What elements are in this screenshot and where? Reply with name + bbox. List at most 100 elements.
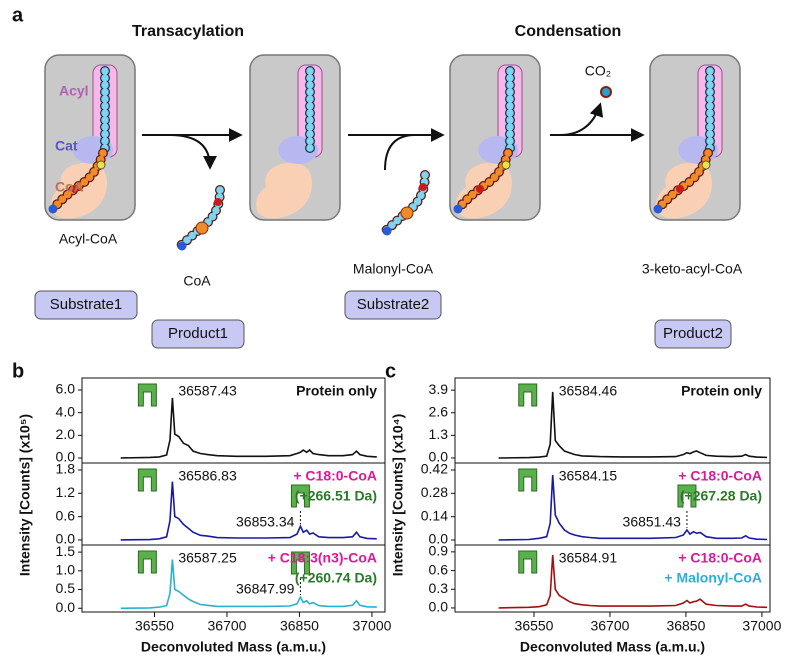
arrow — [169, 134, 217, 170]
enzyme-state — [249, 54, 341, 221]
y-tick-label: 0.0 — [56, 599, 76, 615]
peak-label: 36587.43 — [178, 383, 237, 399]
peak-label: 36847.99 — [236, 581, 295, 597]
spectrum — [120, 559, 377, 610]
y-tick-label: 4.0 — [56, 403, 76, 419]
annotation: + C18:0-CoA — [678, 550, 762, 566]
step-title: Condensation — [515, 23, 622, 40]
y-tick-label: 1.0 — [56, 562, 76, 578]
protein-icon — [137, 383, 157, 407]
panel-label: c — [385, 360, 396, 382]
y-tick-label: 0.0 — [429, 599, 449, 615]
annotation: + C18:3(n3)-CoA — [268, 550, 377, 566]
y-tick-label: 2.6 — [429, 403, 449, 419]
peak-label: 36584.46 — [559, 383, 618, 399]
x-tick-label: 36850 — [280, 618, 319, 634]
y-tick-label: 6.0 — [56, 381, 76, 397]
spectrum — [498, 474, 768, 541]
molecule-label: CoA — [183, 273, 211, 289]
y-tick-label: 3.9 — [429, 381, 449, 397]
annotation: (+266.51 Da) — [295, 488, 377, 504]
y-tick-label: 0.9 — [429, 543, 449, 559]
y-tick-label: 1.8 — [56, 461, 76, 477]
y-tick-label: 1.2 — [56, 484, 76, 500]
protein-icon — [137, 550, 157, 574]
annotation: Protein only — [296, 383, 377, 399]
step-title: Transacylation — [132, 23, 244, 40]
molecule-label: 3-keto-acyl-CoA — [642, 261, 743, 277]
annotation: Protein only — [681, 383, 762, 399]
x-tick-label: 36550 — [515, 618, 554, 634]
arrow — [559, 102, 604, 136]
enzyme-state: Acyl Cat CoA — [45, 54, 136, 221]
peak-label: 36584.15 — [559, 468, 618, 484]
role-label: Product2 — [663, 325, 723, 342]
co2-icon — [600, 86, 612, 98]
spectrum — [120, 481, 377, 541]
molecule — [178, 190, 223, 251]
x-tick-label: 37000 — [352, 618, 391, 634]
role-box — [151, 319, 245, 349]
y-tick-label: 1.5 — [56, 543, 76, 559]
protein-icon — [518, 468, 538, 492]
role-box — [34, 290, 138, 320]
annotation: (+267.28 Da) — [680, 488, 762, 504]
y-tick-label: 0.5 — [56, 580, 76, 596]
annotation: + Malonyl-CoA — [664, 570, 762, 586]
panel-label: a — [12, 4, 24, 26]
peak-label: 36584.91 — [559, 550, 618, 566]
panel-label: b — [12, 360, 24, 382]
y-tick-label: 0.28 — [421, 484, 448, 500]
molecule — [383, 175, 428, 236]
x-tick-label: 36700 — [208, 618, 247, 634]
plot-frame — [81, 544, 386, 613]
y-tick-label: 2.0 — [56, 426, 76, 442]
peak-label: 36851.43 — [623, 514, 682, 530]
y-tick-label: 0.0 — [429, 449, 449, 465]
peak-label: 36587.25 — [178, 550, 237, 566]
domain-label: Acyl — [59, 83, 89, 99]
x-tick-label: 36850 — [666, 618, 705, 634]
role-label: Product1 — [168, 325, 228, 342]
protein-icon — [518, 550, 538, 574]
co2-label: CO₂ — [585, 63, 611, 79]
y-tick-label: 0.6 — [429, 561, 449, 577]
domain-label: CoA — [55, 179, 84, 195]
role-label: Substrate1 — [50, 296, 123, 313]
peak-label: 36586.83 — [178, 468, 237, 484]
role-box — [654, 319, 732, 349]
protein-icon — [518, 383, 538, 407]
y-tick-label: 0.14 — [421, 507, 448, 523]
y-tick-label: 0.3 — [429, 580, 449, 596]
domain-label: Cat — [55, 138, 78, 154]
role-box — [344, 290, 442, 320]
enzyme-state — [650, 54, 741, 221]
spectra: b Intensity [Counts] (x10⁵) Deconvoluted M… — [12, 360, 782, 654]
y-tick-label: 1.3 — [429, 426, 449, 442]
plot-frame — [454, 544, 771, 613]
y-tick-label: 0.0 — [429, 531, 449, 547]
x-axis-label: Deconvoluted Mass (a.m.u.) — [141, 639, 326, 655]
peak-label: 36853.34 — [236, 514, 295, 530]
annotation: (+260.74 Da) — [295, 570, 377, 586]
y-tick-label: 0.6 — [56, 507, 76, 523]
annotation: + C18:0-CoA — [293, 468, 377, 484]
molecule-label: Acyl-CoA — [59, 231, 118, 247]
y-tick-label: 0.0 — [56, 449, 76, 465]
spectrum — [120, 397, 377, 459]
molecule-label: Malonyl-CoA — [353, 261, 434, 277]
role-label: Substrate2 — [357, 296, 430, 313]
x-tick-label: 36550 — [135, 618, 174, 634]
annotation: + C18:0-CoA — [678, 468, 762, 484]
x-tick-label: 37000 — [742, 618, 781, 634]
y-axis-label: Intensity [Counts] (x10⁵) — [17, 414, 33, 576]
x-axis-label: Deconvoluted Mass (a.m.u.) — [520, 639, 705, 655]
arrow — [384, 134, 416, 171]
spectrum — [498, 554, 768, 609]
protein-icon — [137, 468, 157, 492]
enzyme-state — [450, 54, 541, 221]
y-tick-label: 0.42 — [421, 461, 448, 477]
x-tick-label: 36700 — [590, 618, 629, 634]
spectrum — [498, 391, 768, 459]
